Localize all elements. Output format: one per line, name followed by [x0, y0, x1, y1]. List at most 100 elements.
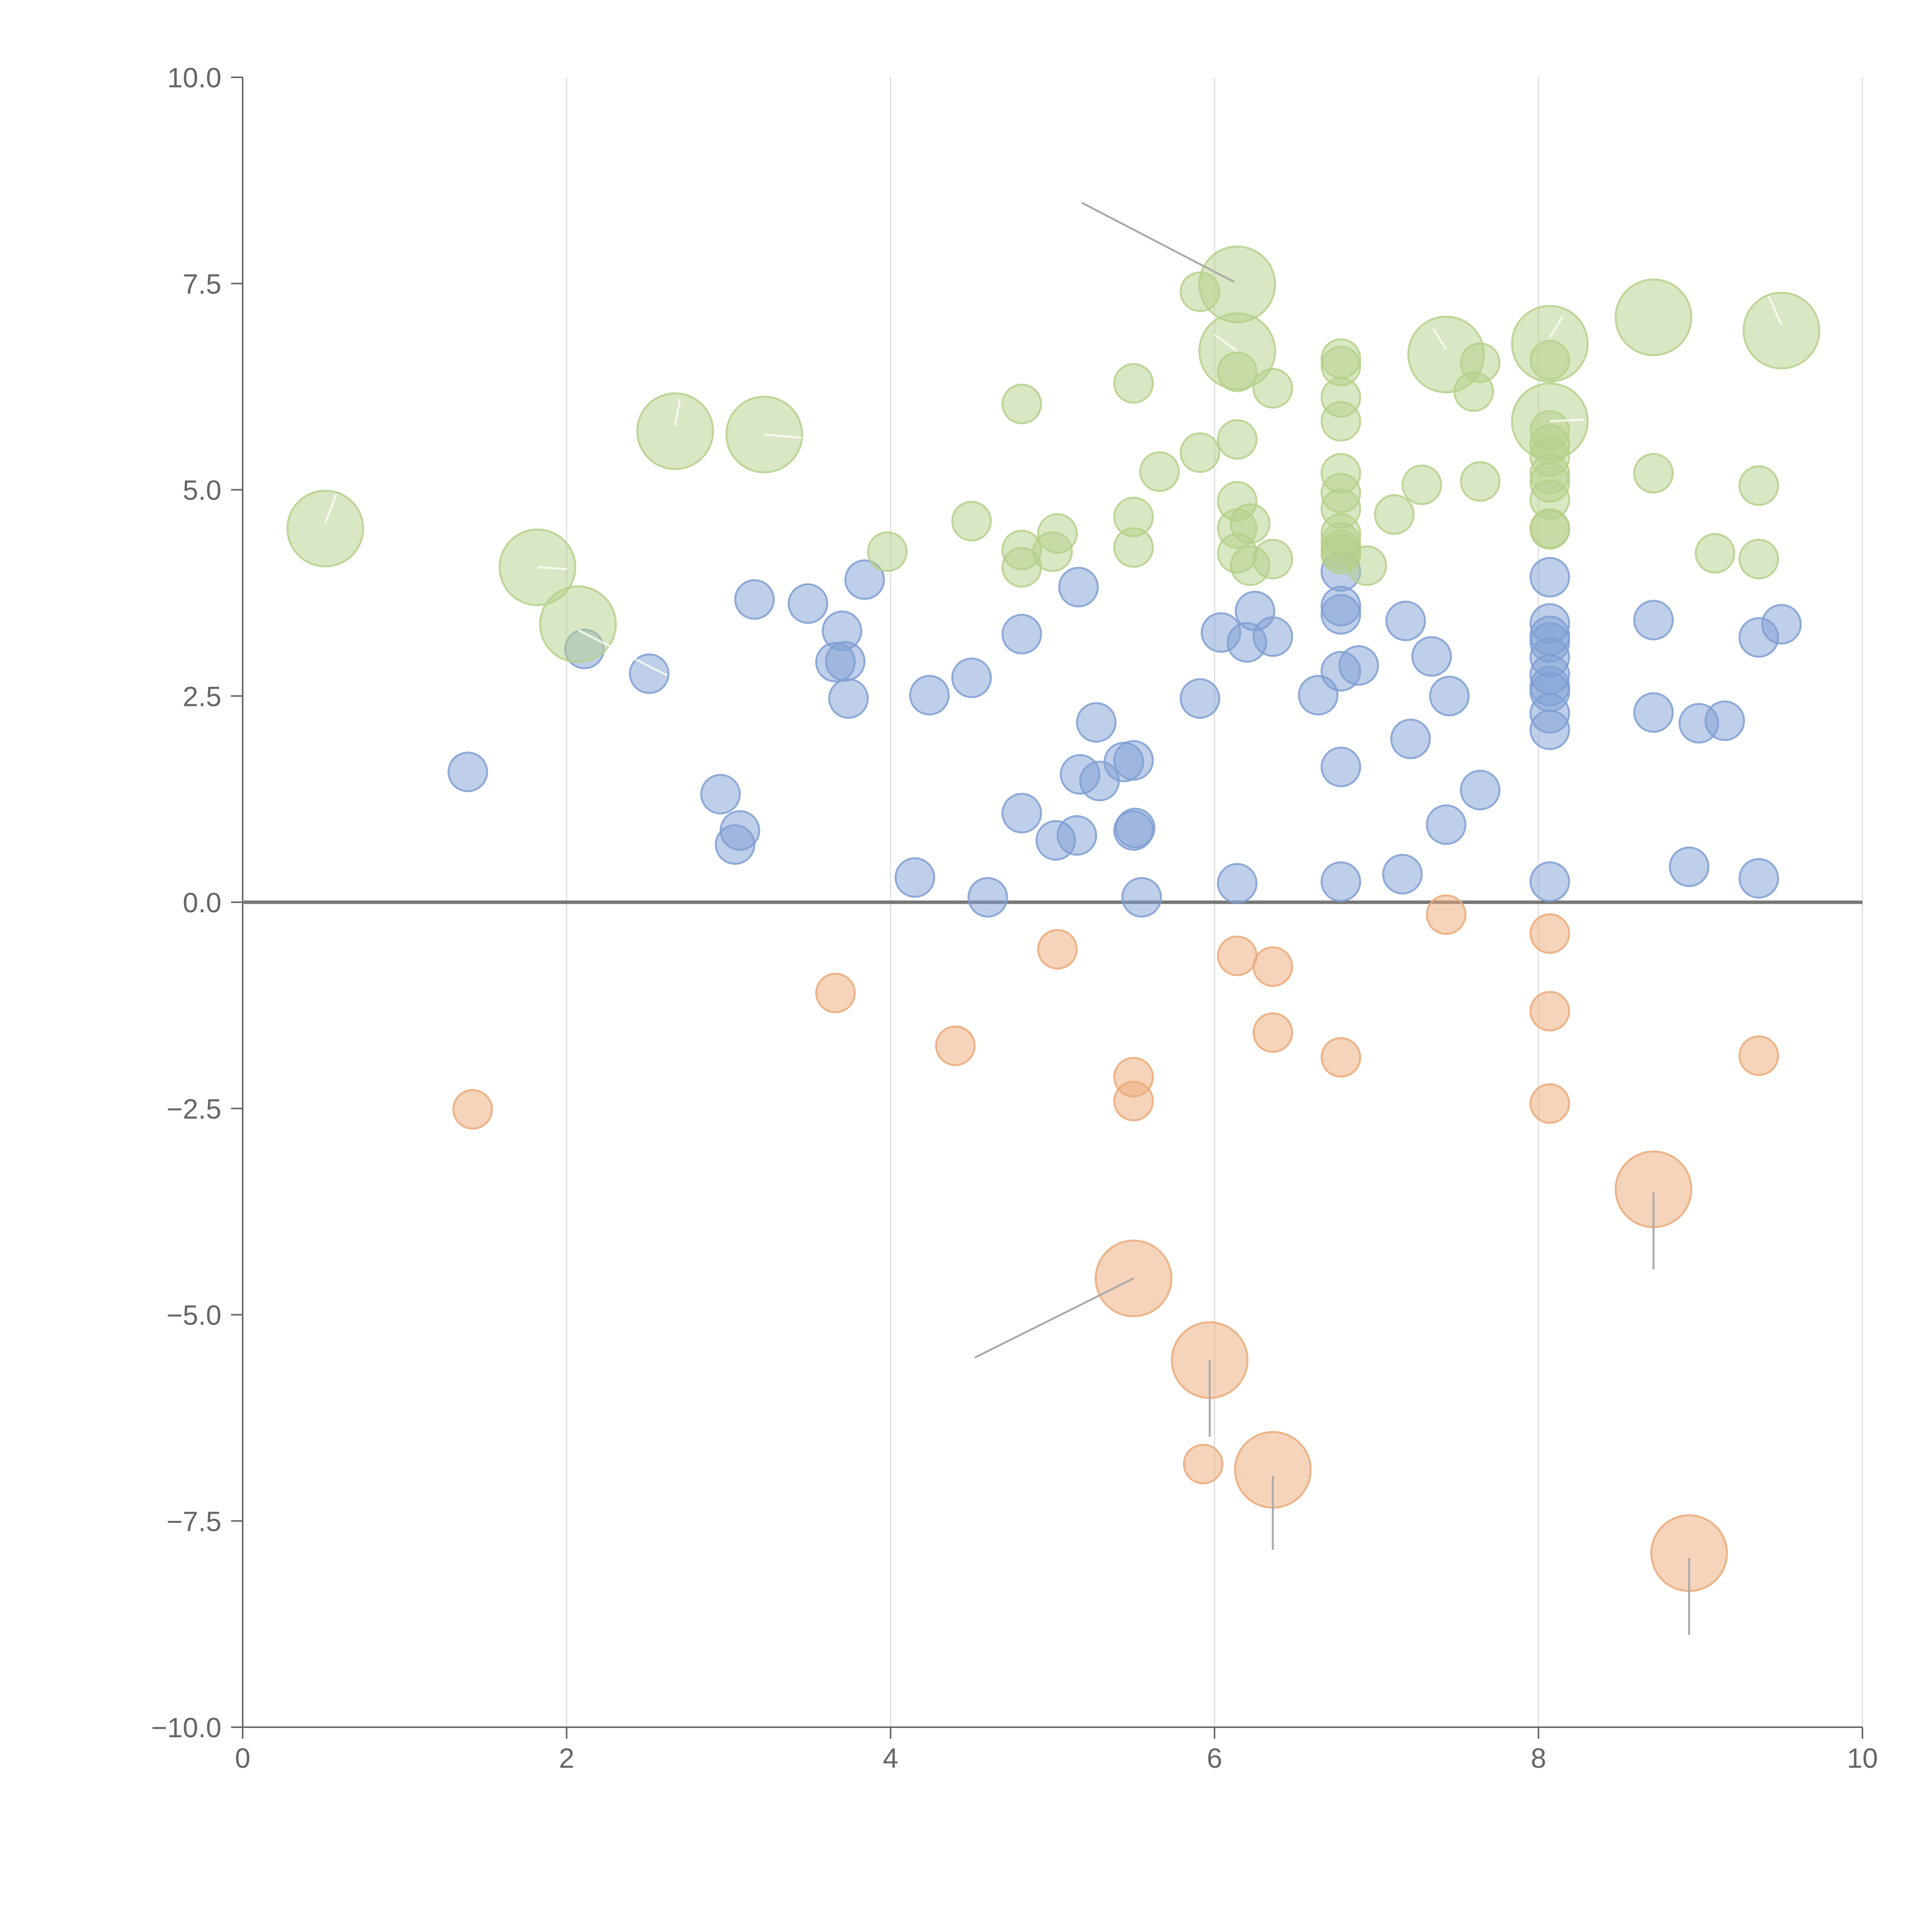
series-0-point-30	[1179, 678, 1220, 719]
series-1-point-27	[1252, 368, 1293, 409]
series-0-point-3	[700, 774, 741, 815]
leader-line-10	[764, 433, 802, 439]
y-tick-label-8: −10.0	[151, 1713, 221, 1743]
series-0-point-12	[844, 559, 885, 600]
series-1-point-3	[636, 392, 714, 470]
series-0-point-60	[1529, 709, 1570, 750]
leader-line-7	[537, 566, 567, 570]
series-0-point-26	[1113, 740, 1154, 781]
series-1-point-59	[1633, 453, 1674, 494]
y-tick-label-4: 0.0	[183, 888, 221, 918]
series-1-point-5	[867, 531, 908, 572]
series-2-point-14	[1426, 894, 1467, 935]
series-0-point-62	[1633, 600, 1674, 641]
series-0-point-68	[1738, 858, 1779, 899]
series-1-point-42	[1401, 464, 1442, 505]
series-0-point-18	[1001, 793, 1042, 833]
leader-line-0	[1081, 202, 1235, 283]
series-2-point-3	[1037, 929, 1078, 970]
series-1-point-20	[1217, 351, 1258, 392]
series-0-point-0	[447, 752, 488, 793]
series-0-point-44	[1382, 854, 1423, 895]
y-tick-label-0: 10.0	[167, 63, 221, 94]
series-0-point-51	[1529, 557, 1570, 598]
series-0-point-35	[1252, 616, 1293, 657]
series-1-point-0	[286, 490, 364, 568]
series-1-point-62	[1738, 539, 1779, 580]
series-0-point-11	[828, 678, 869, 719]
series-1-point-60	[1695, 533, 1736, 574]
series-0-point-15	[951, 657, 992, 698]
series-1-point-6	[951, 501, 992, 542]
series-0-point-43	[1338, 645, 1379, 686]
series-0-point-13	[895, 857, 935, 898]
series-1-point-58	[1614, 278, 1692, 356]
leader-line-14	[1549, 418, 1584, 422]
series-2-point-10	[1252, 946, 1293, 987]
series-1-point-41	[1374, 494, 1415, 535]
series-2-point-2	[935, 1025, 976, 1066]
series-0-point-7	[787, 583, 828, 624]
series-1-point-40	[1346, 545, 1387, 586]
x-tick-label-2: 4	[883, 1743, 898, 1774]
y-tick-label-7: −7.5	[167, 1506, 221, 1537]
x-tick-label-3: 6	[1207, 1743, 1222, 1774]
series-1-point-46	[1460, 461, 1501, 502]
series-2-point-16	[1529, 991, 1570, 1032]
series-1-point-14	[1113, 527, 1154, 568]
series-1-point-21	[1217, 419, 1258, 460]
series-0-point-49	[1429, 675, 1470, 716]
series-0-point-21	[1058, 566, 1099, 607]
series-0-point-61	[1529, 861, 1570, 902]
series-2-point-20	[1738, 1035, 1779, 1076]
series-1-point-45	[1460, 342, 1501, 383]
series-0-point-39	[1320, 594, 1361, 635]
y-tick-label-3: 2.5	[183, 681, 221, 712]
series-0-point-23	[1076, 702, 1117, 743]
leader-line-11	[1214, 334, 1238, 352]
y-tick-label-1: 7.5	[183, 269, 221, 300]
series-0-point-20	[1056, 815, 1097, 856]
axes	[231, 77, 1863, 1739]
x-tick-label-5: 10	[1847, 1743, 1878, 1774]
series-1-point-61	[1738, 465, 1779, 506]
series-0-point-48	[1426, 804, 1467, 845]
series-0-point-28	[1115, 808, 1156, 849]
series-0-point-42	[1320, 861, 1361, 902]
series-2-point-9	[1217, 935, 1258, 976]
series-0-point-5	[719, 810, 760, 851]
x-tick-label-0: 0	[235, 1743, 250, 1774]
series-1-point-11	[1037, 513, 1078, 554]
series-1-point-2	[539, 585, 617, 663]
series-0-point-63	[1633, 692, 1674, 733]
series-1-point-57	[1529, 509, 1570, 550]
leader-lines	[324, 202, 1782, 1635]
leader-line-13	[1549, 316, 1564, 338]
series-1-point-48	[1529, 340, 1570, 381]
series-0-point-14	[909, 675, 950, 716]
series-0-point-41	[1320, 747, 1361, 787]
series-1-point-15	[1139, 451, 1180, 492]
series-0-point-50	[1460, 770, 1501, 811]
series-0-point-66	[1704, 700, 1745, 741]
series-2-point-7	[1183, 1444, 1224, 1485]
series-0-point-64	[1668, 846, 1709, 887]
series-1-point-32	[1320, 401, 1361, 442]
series-1-point-18	[1198, 245, 1276, 323]
leader-line-6	[324, 493, 338, 523]
series-0-point-69	[1761, 604, 1802, 645]
series-2-point-5	[1113, 1081, 1154, 1122]
y-tick-label-2: 5.0	[183, 475, 221, 506]
leader-line-15	[1767, 295, 1782, 325]
series-2-point-0	[452, 1089, 493, 1130]
series-0-point-17	[1001, 614, 1042, 655]
series-0-point-46	[1390, 718, 1431, 759]
series-0-point-45	[1385, 600, 1426, 641]
series-1-point-28	[1252, 539, 1293, 580]
tick-labels: 0 2 4 6 8 10 10.0 7.5 5.0 2.5 0.0 −2.5 −5.0 −7.5 −10.0	[151, 63, 1878, 1774]
series-0-point-29	[1121, 877, 1162, 918]
series-2-point-11	[1252, 1012, 1293, 1053]
leader-line-12	[1432, 328, 1447, 350]
y-tick-label-5: −2.5	[167, 1094, 221, 1125]
